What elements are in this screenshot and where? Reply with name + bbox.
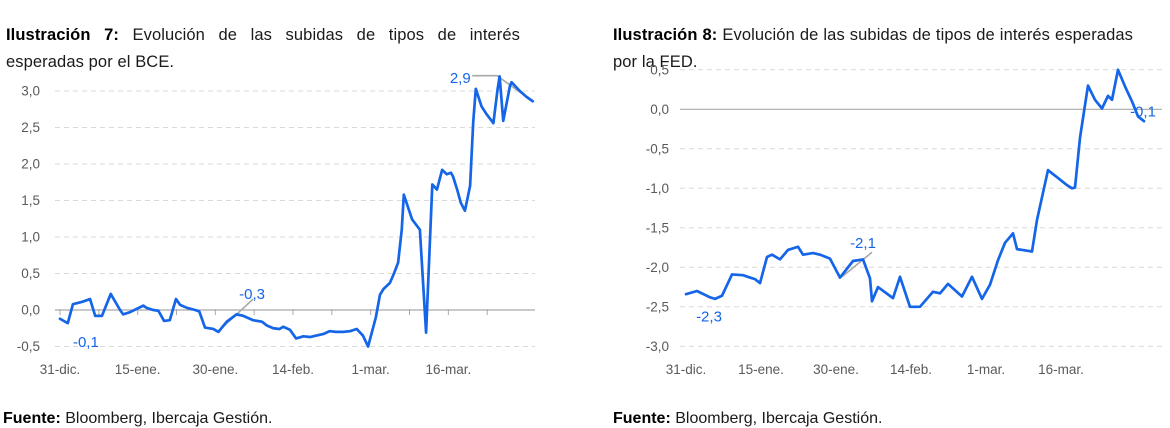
y-axis-tick-label: -1,0	[646, 181, 669, 196]
chart-title-bce-prefix: Ilustración 7:	[6, 25, 119, 44]
annotation-value-label: 2,9	[450, 70, 471, 87]
chart-title-fed-prefix: Ilustración 8:	[613, 25, 718, 44]
source-note-fed-text: Bloomberg, Ibercaja Gestión.	[670, 410, 883, 427]
x-axis-tick-label: 1-mar.	[967, 362, 1005, 377]
y-axis-tick-label: 0,5	[21, 266, 40, 281]
chart-title-fed-text: Evolución de las subidas de tipos de int…	[613, 25, 1133, 72]
x-axis-tick-label: 15-ene.	[115, 362, 161, 377]
y-axis-tick-label: 1,0	[21, 230, 40, 245]
source-note-bce-text: Bloomberg, Ibercaja Gestión.	[60, 410, 273, 427]
annotation-value-label: -0,1	[73, 334, 99, 351]
source-note-fed-prefix: Fuente:	[613, 410, 671, 427]
panel-fed: Ilustración 8: Evolución de las subidas …	[585, 0, 1170, 427]
y-axis-tick-label: 1,5	[21, 193, 40, 208]
x-axis-tick-label: 14-feb.	[272, 362, 314, 377]
x-axis-tick-label: 1-mar.	[352, 362, 390, 377]
y-axis-tick-label: -1,5	[646, 220, 669, 235]
y-axis-tick-label: -2,5	[646, 299, 669, 314]
annotation-value-label: -2,1	[850, 235, 876, 252]
x-axis-tick-label: 14-feb.	[890, 362, 932, 377]
chart-title-bce: Ilustración 7: Evolución de las subidas …	[6, 22, 520, 77]
x-axis-tick-label: 15-ene.	[738, 362, 784, 377]
chart-title-bce-text: Evolución de las subidas de tipos de int…	[6, 25, 521, 72]
series-line-subidas-esperadas-bce	[58, 75, 535, 348]
annotation-value-label: -0,3	[239, 286, 265, 303]
panel-bce: Ilustración 7: Evolución de las subidas …	[0, 0, 585, 427]
chart-title-fed: Ilustración 8: Evolución de las subidas …	[613, 22, 1133, 77]
source-note-bce-prefix: Fuente:	[3, 410, 61, 427]
y-axis-tick-label: 0,0	[650, 102, 669, 117]
source-note-bce: Fuente: Bloomberg, Ibercaja Gestión.	[3, 410, 272, 428]
y-axis-tick-label: -0,5	[17, 339, 40, 354]
x-axis-tick-label: 30-ene.	[192, 362, 238, 377]
y-axis-tick-label: 2,0	[21, 157, 40, 172]
y-axis-tick-label: 0,5	[650, 62, 669, 77]
series-line-subidas-esperadas-fed	[684, 68, 1146, 309]
bce-line-chart: 3,0 2,5 2,0 1,5 1,0 0,5 0,0 -0,531-dic. 15-ene. 3…	[17, 70, 535, 377]
x-axis-tick-label: 16-mar.	[425, 362, 471, 377]
x-axis-tick-label: 30-ene.	[813, 362, 859, 377]
annotation-value-label: -0,1	[1130, 104, 1156, 121]
source-note-fed: Fuente: Bloomberg, Ibercaja Gestión.	[613, 410, 882, 428]
annotation-callout-line	[841, 251, 873, 278]
y-axis-tick-label: 2,5	[21, 120, 40, 135]
x-axis-tick-label: 31-dic.	[666, 362, 707, 377]
y-axis-tick-label: -2,0	[646, 260, 669, 275]
y-axis-tick-label: -3,0	[646, 339, 669, 354]
y-axis-tick-label: 3,0	[21, 84, 40, 99]
fed-line-chart: 0,5 0,0 -0,5 -1,0 -1,5 -2,0 -2,5 -3,0 31-dic. 15-…	[646, 62, 1162, 377]
annotation-value-label: -2,3	[696, 308, 722, 325]
y-axis-tick-label: 0,0	[21, 303, 40, 318]
x-axis-tick-label: 16-mar.	[1038, 362, 1084, 377]
x-axis-tick-label: 31-dic.	[40, 362, 81, 377]
y-axis-tick-label: -0,5	[646, 141, 669, 156]
